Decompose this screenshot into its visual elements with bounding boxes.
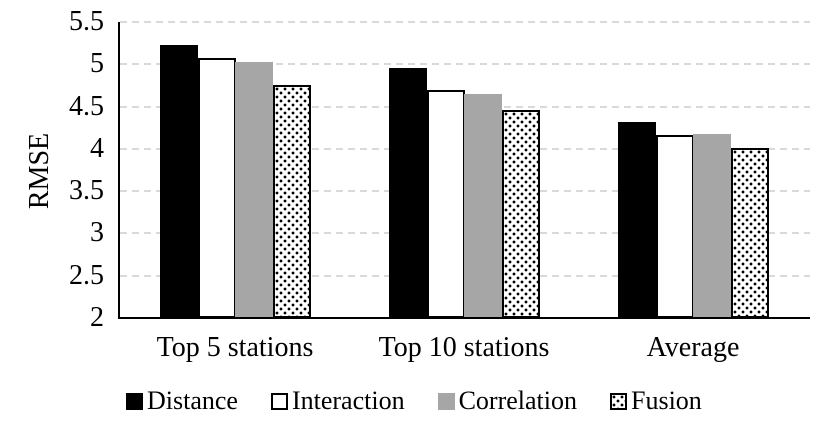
legend-item-fusion: Fusion: [610, 388, 702, 414]
legend-item-interaction: Interaction: [270, 386, 405, 415]
legend-label-fusion: Fusion: [631, 386, 702, 415]
legend-label-distance: Distance: [147, 386, 238, 415]
y-tick-4.5: 4.5: [69, 91, 104, 122]
bar-correlation-3: [693, 134, 731, 318]
legend-label-correlation: Correlation: [458, 386, 577, 415]
legend-label-interaction: Interaction: [291, 386, 405, 415]
bar-interaction-2: [427, 90, 465, 318]
gridline-5: [120, 63, 810, 65]
bar-distance-2: [389, 68, 427, 318]
bar-correlation-2: [464, 94, 502, 318]
y-tick-2: 2: [90, 302, 104, 333]
legend-item-distance: Distance: [126, 388, 238, 414]
y-tick-3: 3: [90, 217, 104, 248]
plot-area: [118, 21, 810, 319]
legend-marker-interaction: [270, 392, 288, 410]
bar-fusion-3: [731, 148, 769, 318]
y-tick-5: 5: [90, 48, 104, 79]
bar-fusion-2: [502, 110, 540, 318]
bar-interaction-1: [198, 58, 236, 318]
bar-distance-3: [618, 122, 656, 318]
bar-distance-1: [160, 45, 198, 318]
legend-marker-correlation: [437, 392, 455, 410]
legend-marker-fusion: [610, 392, 627, 410]
y-tick-4: 4: [90, 133, 104, 164]
legend-item-correlation: Correlation: [437, 386, 577, 415]
y-tick-2.5: 2.5: [69, 260, 104, 291]
y-tick-3.5: 3.5: [69, 175, 104, 206]
x-label-1: Top 5 stations: [156, 332, 314, 363]
x-axis-line: [118, 317, 810, 319]
y-tick-5.5: 5.5: [69, 6, 104, 37]
bar-correlation-1: [235, 62, 273, 318]
x-label-2: Top 10 stations: [378, 332, 550, 363]
legend: Distance Interaction Correlation Fusion: [126, 387, 702, 415]
gridline-5.5: [120, 21, 810, 23]
bar-fusion-1: [273, 85, 311, 318]
bar-interaction-3: [656, 135, 694, 318]
legend-marker-distance: [126, 392, 143, 410]
y-axis-line: [118, 22, 120, 319]
x-label-3: Average: [646, 332, 740, 363]
